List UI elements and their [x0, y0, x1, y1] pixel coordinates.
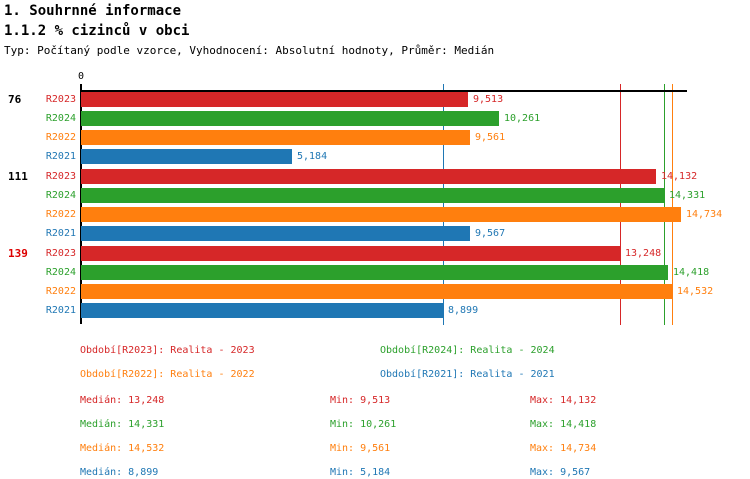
series-label: R2023: [45, 94, 76, 105]
bar: [81, 226, 470, 241]
stat-min-R2024: Min: 10,261: [330, 419, 397, 430]
stat-max-R2021: Max: 9,567: [530, 467, 591, 478]
series-label: R2023: [45, 248, 76, 259]
stat-median-R2022: Medián: 14,532: [80, 443, 165, 454]
bar-value-label: 10,261: [504, 113, 541, 124]
x-axis-line: [80, 90, 687, 92]
bar: [81, 284, 672, 299]
bar: [81, 92, 468, 107]
stat-max-R2022: Max: 14,734: [530, 443, 597, 454]
stat-min-R2022: Min: 9,561: [330, 443, 391, 454]
series-label: R2022: [45, 286, 76, 297]
bar-value-label: 9,513: [473, 94, 504, 105]
indicator-title: 1.1.2 % cizinců v obci: [4, 23, 190, 39]
bar-value-label: 5,184: [297, 151, 328, 162]
group-label: 76: [8, 93, 22, 106]
legend-item-R2022: Období[R2022]: Realita - 2022: [80, 369, 255, 380]
median-line-R2021: [443, 84, 444, 325]
stat-min-R2023: Min: 9,513: [330, 395, 391, 406]
y-axis-line: [80, 84, 82, 324]
median-line-R2022: [672, 84, 673, 325]
series-label: R2023: [45, 171, 76, 182]
bar: [81, 303, 443, 318]
median-line-R2023: [620, 84, 621, 325]
legend-item-R2021: Období[R2021]: Realita - 2021: [380, 369, 555, 380]
bar: [81, 111, 499, 126]
bar-value-label: 8,899: [448, 305, 479, 316]
series-label: R2024: [45, 190, 76, 201]
bar: [81, 188, 664, 203]
bar: [81, 130, 470, 145]
bar: [81, 169, 656, 184]
stat-median-R2023: Medián: 13,248: [80, 395, 165, 406]
bar-value-label: 14,132: [661, 171, 698, 182]
stat-median-R2021: Medián: 8,899: [80, 467, 159, 478]
bar: [81, 265, 668, 280]
stat-max-R2023: Max: 14,132: [530, 395, 597, 406]
bar: [81, 246, 620, 261]
section-title: 1. Souhrnné informace: [4, 3, 182, 19]
series-label: R2024: [45, 113, 76, 124]
stat-median-R2024: Medián: 14,331: [80, 419, 165, 430]
bar-value-label: 13,248: [625, 248, 662, 259]
series-label: R2024: [45, 267, 76, 278]
series-label: R2022: [45, 132, 76, 143]
median-line-R2024: [664, 84, 665, 325]
bar-value-label: 14,532: [677, 286, 714, 297]
series-label: R2021: [45, 228, 76, 239]
x-axis-origin-label: 0: [77, 71, 85, 82]
chart-subtitle: Typ: Počítaný podle vzorce, Vyhodnocení:…: [4, 44, 495, 57]
group-label: 111: [8, 170, 28, 183]
series-label: R2021: [45, 151, 76, 162]
legend-item-R2024: Období[R2024]: Realita - 2024: [380, 345, 555, 356]
bar-value-label: 14,734: [686, 209, 723, 220]
bar-value-label: 9,561: [475, 132, 506, 143]
series-label: R2021: [45, 305, 76, 316]
legend-item-R2023: Období[R2023]: Realita - 2023: [80, 345, 255, 356]
stat-min-R2021: Min: 5,184: [330, 467, 391, 478]
bar-value-label: 9,567: [475, 228, 506, 239]
group-label: 139: [8, 247, 28, 260]
bar-value-label: 14,331: [669, 190, 706, 201]
stat-max-R2024: Max: 14,418: [530, 419, 597, 430]
series-label: R2022: [45, 209, 76, 220]
bar: [81, 149, 292, 164]
bar: [81, 207, 681, 222]
bar-value-label: 14,418: [673, 267, 710, 278]
